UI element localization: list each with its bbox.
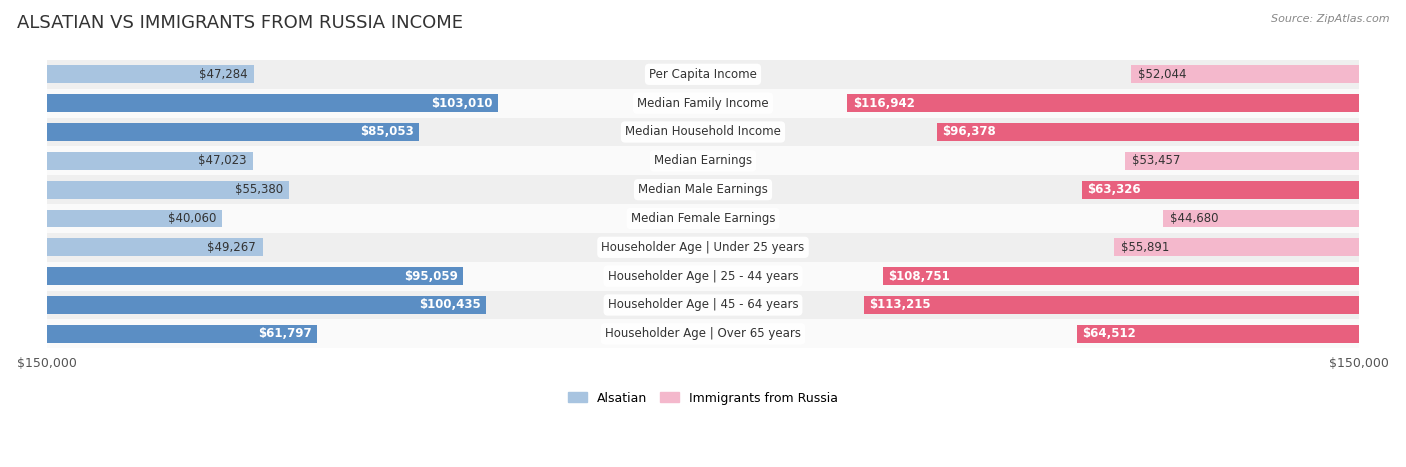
- Bar: [48, 147, 1358, 175]
- Bar: [48, 118, 1358, 147]
- Text: $49,267: $49,267: [208, 241, 256, 254]
- Text: $113,215: $113,215: [869, 298, 931, 311]
- Text: Householder Age | 25 - 44 years: Householder Age | 25 - 44 years: [607, 269, 799, 283]
- Text: $63,326: $63,326: [1087, 183, 1140, 196]
- Bar: [48, 296, 486, 314]
- Text: Median Earnings: Median Earnings: [654, 154, 752, 167]
- Bar: [48, 60, 1358, 89]
- Bar: [48, 89, 1358, 118]
- Text: $47,023: $47,023: [198, 154, 246, 167]
- Bar: [48, 267, 463, 285]
- Bar: [48, 204, 1358, 233]
- Text: $103,010: $103,010: [430, 97, 492, 110]
- Bar: [48, 123, 419, 141]
- Bar: [48, 238, 263, 256]
- Bar: [848, 94, 1358, 112]
- Bar: [883, 267, 1358, 285]
- Bar: [1081, 181, 1358, 198]
- Bar: [48, 210, 222, 227]
- Text: $53,457: $53,457: [1132, 154, 1180, 167]
- Bar: [48, 325, 318, 343]
- Bar: [48, 65, 254, 83]
- Bar: [1115, 238, 1358, 256]
- Text: $44,680: $44,680: [1170, 212, 1219, 225]
- Bar: [938, 123, 1358, 141]
- Text: $95,059: $95,059: [404, 269, 457, 283]
- Text: Householder Age | Under 25 years: Householder Age | Under 25 years: [602, 241, 804, 254]
- Text: $61,797: $61,797: [259, 327, 312, 340]
- Text: Per Capita Income: Per Capita Income: [650, 68, 756, 81]
- Text: $100,435: $100,435: [419, 298, 481, 311]
- Text: $40,060: $40,060: [167, 212, 217, 225]
- Text: $52,044: $52,044: [1137, 68, 1187, 81]
- Text: $85,053: $85,053: [360, 126, 413, 139]
- Text: $55,380: $55,380: [235, 183, 283, 196]
- Bar: [48, 262, 1358, 290]
- Text: Householder Age | 45 - 64 years: Householder Age | 45 - 64 years: [607, 298, 799, 311]
- Text: $64,512: $64,512: [1081, 327, 1136, 340]
- Bar: [48, 94, 498, 112]
- Text: $116,942: $116,942: [852, 97, 915, 110]
- Bar: [48, 181, 290, 198]
- Text: $47,284: $47,284: [198, 68, 247, 81]
- Text: ALSATIAN VS IMMIGRANTS FROM RUSSIA INCOME: ALSATIAN VS IMMIGRANTS FROM RUSSIA INCOM…: [17, 14, 463, 32]
- Legend: Alsatian, Immigrants from Russia: Alsatian, Immigrants from Russia: [564, 387, 842, 410]
- Bar: [48, 152, 253, 170]
- Text: $96,378: $96,378: [942, 126, 997, 139]
- Bar: [48, 290, 1358, 319]
- Text: Householder Age | Over 65 years: Householder Age | Over 65 years: [605, 327, 801, 340]
- Text: Median Female Earnings: Median Female Earnings: [631, 212, 775, 225]
- Bar: [1132, 65, 1358, 83]
- Text: Source: ZipAtlas.com: Source: ZipAtlas.com: [1271, 14, 1389, 24]
- Text: $55,891: $55,891: [1121, 241, 1170, 254]
- Text: $108,751: $108,751: [889, 269, 950, 283]
- Bar: [48, 319, 1358, 348]
- Bar: [48, 175, 1358, 204]
- Text: Median Household Income: Median Household Income: [626, 126, 780, 139]
- Text: Median Male Earnings: Median Male Earnings: [638, 183, 768, 196]
- Bar: [1125, 152, 1358, 170]
- Text: Median Family Income: Median Family Income: [637, 97, 769, 110]
- Bar: [1163, 210, 1358, 227]
- Bar: [863, 296, 1358, 314]
- Bar: [48, 233, 1358, 262]
- Bar: [1077, 325, 1358, 343]
